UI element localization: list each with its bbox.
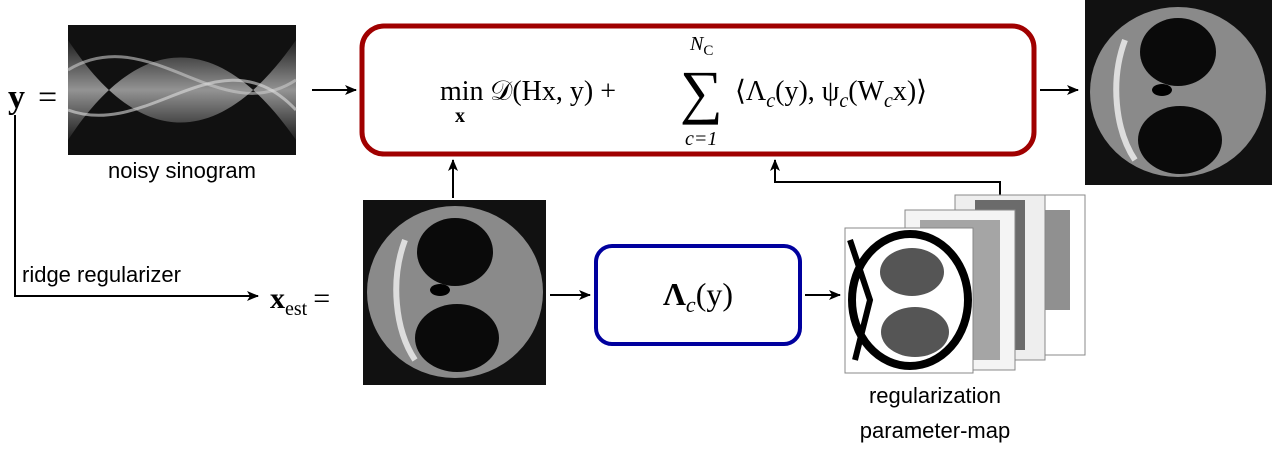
objective-pairing: ⟨Λc(y), ψc(Wcx)⟩	[735, 76, 927, 112]
input-symbol: y	[8, 79, 25, 116]
pairing-subscript: c	[766, 90, 775, 112]
estimate-image	[363, 200, 546, 385]
objective-sum-upper: NC	[689, 33, 713, 59]
pairing-text: x)⟩	[893, 76, 927, 107]
pairing-text: (W	[848, 76, 884, 107]
reconstruction-image	[1085, 0, 1272, 185]
objective-sum-lower: c=1	[685, 128, 717, 150]
pairing-subscript: c	[839, 90, 848, 112]
map-caption: regularization	[869, 383, 1001, 408]
pairing-text: ⟨Λ	[735, 76, 767, 107]
diagram: y = noisy sinogram min x 𝒟(Hx, y) + ∑ NC…	[0, 0, 1272, 450]
pairing-text: (y), ψ	[775, 76, 840, 107]
map-caption: parameter-map	[860, 418, 1010, 443]
parameter-map-stack	[845, 195, 1085, 373]
objective-operator-sub: x	[455, 105, 465, 127]
sinogram-caption: noisy sinogram	[108, 158, 256, 183]
sinogram-image	[68, 25, 296, 155]
input-equals: =	[38, 79, 57, 116]
objective-operator: min	[440, 76, 484, 107]
lambda-label: Λc(y)	[663, 276, 733, 317]
pairing-subscript: c	[884, 90, 893, 112]
estimate-label: xest=	[270, 282, 330, 320]
objective-term: 𝒟(Hx, y) +	[490, 76, 616, 107]
ridge-label: ridge regularizer	[22, 262, 181, 287]
arrow	[775, 160, 1000, 195]
objective-sum: ∑	[680, 59, 723, 125]
